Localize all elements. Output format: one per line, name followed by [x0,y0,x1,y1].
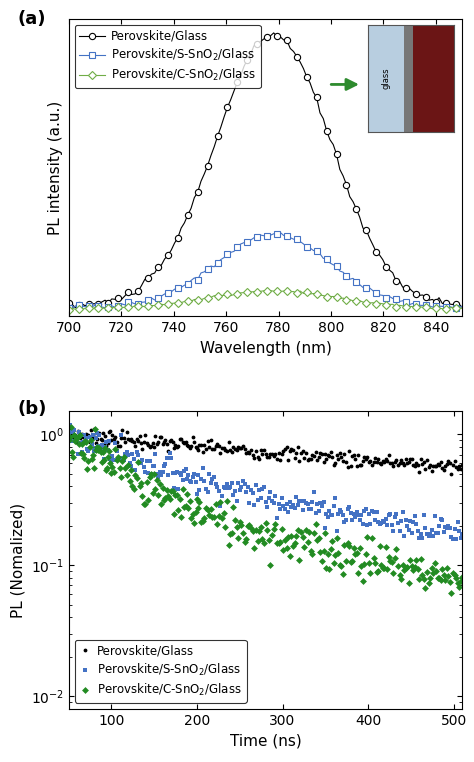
Perovskite/S-SnO$_2$/Glass [277,228,283,237]
Perovskite/Glass [344,180,349,189]
Perovskite/Glass [155,437,161,447]
Line: Perovskite/C-SnO$_2$/Glass: Perovskite/C-SnO$_2$/Glass [66,288,465,312]
Perovskite/S-SnO$_2$/Glass [175,284,181,293]
Perovskite/S-SnO$_2$/Glass [450,534,456,543]
Perovskite/Glass [448,469,454,478]
X-axis label: Time (ns): Time (ns) [229,733,301,748]
Perovskite/S-SnO$_2$/Glass [67,421,73,430]
Legend: Perovskite/Glass, Perovskite/S-SnO$_2$/Glass, Perovskite/C-SnO$_2$/Glass: Perovskite/Glass, Perovskite/S-SnO$_2$/G… [74,640,246,703]
Perovskite/C-SnO$_2$/Glass [284,544,290,553]
Perovskite/C-SnO$_2$/Glass [380,299,386,309]
Perovskite/C-SnO$_2$/Glass [157,479,163,488]
Perovskite/S-SnO$_2$/Glass [383,294,389,303]
Line: Perovskite/Glass: Perovskite/Glass [65,30,465,311]
Line: Perovskite/S-SnO$_2$/Glass: Perovskite/S-SnO$_2$/Glass [65,229,465,312]
Perovskite/Glass [459,460,465,469]
Perovskite/Glass [329,453,335,462]
Line: Perovskite/Glass: Perovskite/Glass [66,425,465,476]
Legend: Perovskite/Glass, Perovskite/S-SnO$_2$/Glass, Perovskite/C-SnO$_2$/Glass: Perovskite/Glass, Perovskite/S-SnO$_2$/G… [74,25,261,88]
Perovskite/C-SnO$_2$/Glass [68,422,74,431]
Y-axis label: PL intensity (a.u.): PL intensity (a.u.) [48,101,63,235]
Text: (a): (a) [18,10,46,28]
Perovskite/Glass [77,434,82,443]
Perovskite/C-SnO$_2$/Glass [340,293,346,303]
Perovskite/C-SnO$_2$/Glass [459,304,465,313]
Perovskite/C-SnO$_2$/Glass [66,305,72,314]
Perovskite/Glass [271,28,276,37]
Perovskite/C-SnO$_2$/Glass [331,559,337,568]
Perovskite/Glass [66,299,72,308]
Perovskite/C-SnO$_2$/Glass [459,572,465,581]
Perovskite/C-SnO$_2$/Glass [148,301,154,310]
Text: (b): (b) [18,399,47,418]
Line: Perovskite/S-SnO$_2$/Glass: Perovskite/S-SnO$_2$/Glass [66,423,465,541]
Perovskite/S-SnO$_2$/Glass [69,304,75,313]
Perovskite/Glass [459,303,465,312]
X-axis label: Wavelength (nm): Wavelength (nm) [200,341,331,356]
Perovskite/C-SnO$_2$/Glass [112,444,118,453]
Perovskite/S-SnO$_2$/Glass [152,296,157,305]
Perovskite/S-SnO$_2$/Glass [459,302,465,311]
Perovskite/S-SnO$_2$/Glass [344,271,349,280]
Perovskite/Glass [453,299,458,309]
Perovskite/Glass [175,233,181,242]
Perovskite/S-SnO$_2$/Glass [157,467,163,476]
Perovskite/S-SnO$_2$/Glass [185,470,191,479]
Perovskite/Glass [383,262,389,271]
Perovskite/S-SnO$_2$/Glass [66,303,72,312]
Perovskite/S-SnO$_2$/Glass [331,502,337,511]
Perovskite/S-SnO$_2$/Glass [112,438,118,447]
Perovskite/Glass [291,47,296,56]
Perovskite/S-SnO$_2$/Glass [284,499,290,508]
Perovskite/Glass [66,423,72,432]
Perovskite/Glass [152,268,157,277]
Perovskite/C-SnO$_2$/Glass [287,287,293,296]
Perovskite/C-SnO$_2$/Glass [185,504,191,513]
Perovskite/S-SnO$_2$/Glass [291,235,296,244]
Perovskite/C-SnO$_2$/Glass [449,303,455,312]
Perovskite/S-SnO$_2$/Glass [66,430,72,439]
Perovskite/C-SnO$_2$/Glass [66,435,72,444]
Perovskite/S-SnO$_2$/Glass [78,449,83,458]
Perovskite/C-SnO$_2$/Glass [284,286,290,295]
Perovskite/C-SnO$_2$/Glass [78,448,83,457]
Perovskite/Glass [184,440,190,450]
Perovskite/Glass [111,435,117,444]
Perovskite/S-SnO$_2$/Glass [453,303,458,312]
Perovskite/Glass [73,303,78,312]
Line: Perovskite/C-SnO$_2$/Glass: Perovskite/C-SnO$_2$/Glass [66,424,465,595]
Perovskite/S-SnO$_2$/Glass [459,529,465,538]
Perovskite/C-SnO$_2$/Glass [448,588,454,597]
Perovskite/C-SnO$_2$/Glass [172,299,177,308]
Perovskite/Glass [282,444,288,453]
Y-axis label: PL (Nomalized): PL (Nomalized) [10,502,25,617]
